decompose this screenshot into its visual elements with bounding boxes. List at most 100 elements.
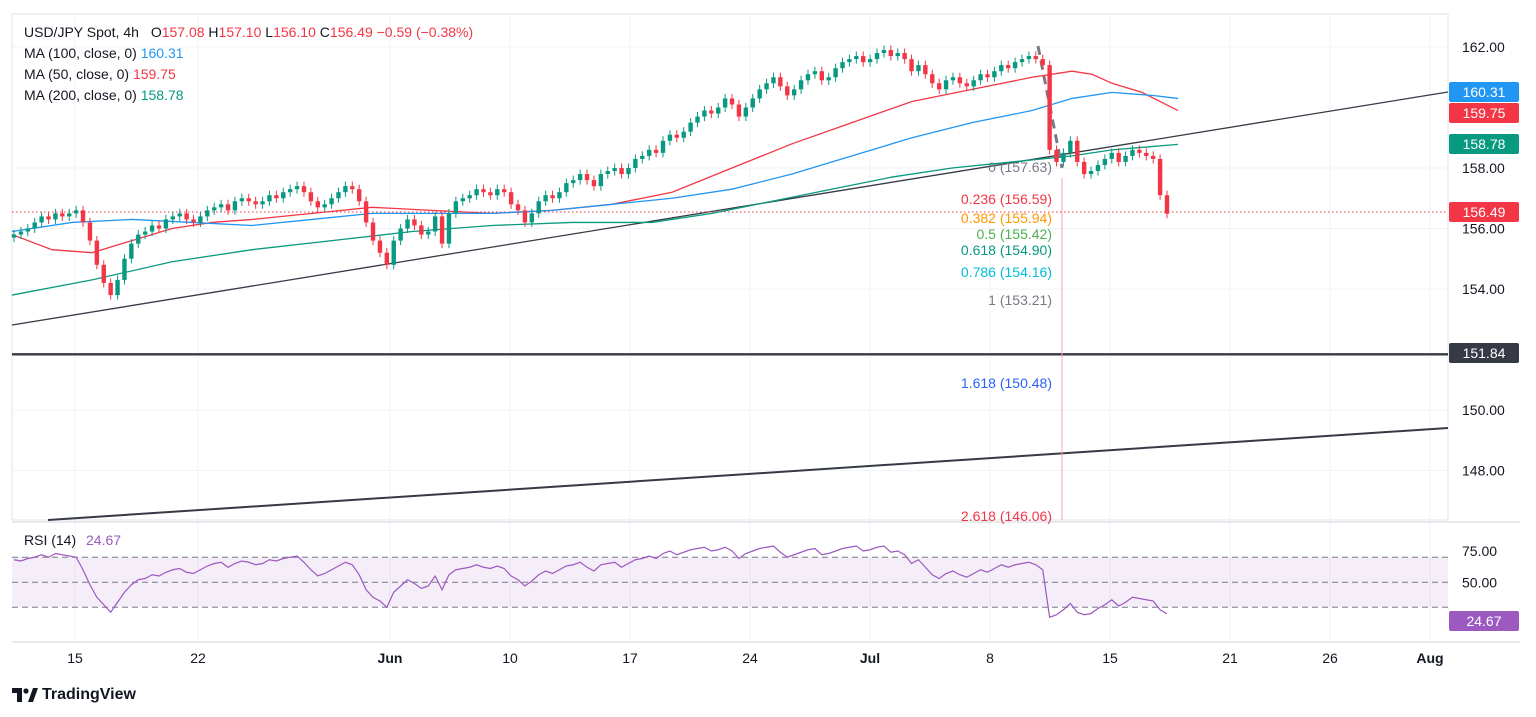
candle-body [508,192,514,205]
candle-body [294,186,300,190]
time-tick-label: 8 [986,650,994,666]
candle-body [281,192,286,199]
candle-body [867,59,873,63]
candle-body [536,201,541,214]
fib-level-label: 0.618 (154.90) [961,242,1052,258]
candle-body [660,140,666,153]
candle-body [902,53,907,60]
candle-body [805,74,811,81]
time-tick-label: Aug [1416,650,1443,666]
candle-body [212,207,217,211]
candle-body [653,149,659,153]
candle-body [564,183,569,193]
candle-body [778,77,783,87]
candle-body [1047,65,1052,150]
candle-body [1026,56,1032,60]
tradingview-logo[interactable]: TradingView [12,686,136,704]
rsi-label: RSI (14) [24,532,77,548]
ma-line-ma100 [11,91,1179,233]
candle-body [46,216,51,220]
candle-body [812,71,818,75]
fib-level-label: 0.236 (156.59) [961,191,1052,207]
candle-body [253,201,258,205]
candle-body [598,174,604,187]
candle-body [543,195,548,202]
candle-body [943,80,949,90]
candle-body [847,59,852,63]
candle-body [405,219,410,229]
candle-body [419,225,424,235]
candle-body [1088,171,1094,175]
ma200-row[interactable]: MA (200, close, 0) 158.78 [24,85,473,106]
candle-body [481,189,486,193]
candle-body [833,68,838,78]
candle-body [557,192,562,199]
price-tick-label: 148.00 [1462,463,1505,479]
candle-body [232,201,238,211]
candle-body [53,213,58,220]
candle-body [930,74,935,84]
candle-body [156,225,162,229]
close-label: C [319,24,330,40]
candle-body [881,50,887,54]
candle-body [301,186,307,193]
candle-body [239,198,245,202]
candle-body [501,189,507,193]
rsi-line [13,545,1168,619]
candle-body [950,77,956,81]
open-label: O [150,24,162,40]
ma200-value: 158.78 [140,87,184,103]
candle-body [115,279,120,296]
candle-body [550,195,555,199]
candle-body [18,231,24,235]
candle-body [646,149,652,156]
time-tick-label: Jul [860,650,880,666]
candle-body [971,80,976,87]
time-tick-label: 22 [190,650,206,666]
candle-body [1150,155,1156,159]
candle-body [750,98,755,108]
candle-body [1157,158,1163,196]
candle-body [1109,152,1114,159]
ma100-row[interactable]: MA (100, close, 0) 160.31 [24,43,473,64]
candle-body [667,134,673,141]
candle-body [695,116,700,123]
candle-body [67,213,72,217]
candle-body [709,110,714,114]
candle-body [1130,149,1135,156]
candle-body [467,195,472,199]
candle-body [1012,62,1018,69]
chart-legend: USD/JPY Spot, 4h O157.08 H157.10 L156.10… [24,22,473,106]
candle-body [529,213,535,223]
candle-body [184,213,189,220]
candle-body [25,228,31,232]
price-badge [1449,343,1519,363]
candle-body [674,134,680,138]
candle-body [1144,152,1149,156]
candle-body [681,131,686,138]
rsi-legend[interactable]: RSI (14) 24.67 [24,532,121,548]
candle-body [412,219,417,226]
price-pane-frame [11,13,1449,521]
ohlc-row: USD/JPY Spot, 4h O157.08 H157.10 L156.10… [24,22,473,43]
candle-body [591,180,597,187]
time-tick-label: 24 [742,650,758,666]
ma50-row[interactable]: MA (50, close, 0) 159.75 [24,64,473,85]
fib-level-label: 0.786 (154.16) [961,264,1052,280]
candle-body [446,213,452,244]
price-tick-label: 154.00 [1462,281,1505,297]
symbol-label[interactable]: USD/JPY Spot, 4h [24,24,139,40]
rsi-badge-label: 24.67 [1466,613,1501,629]
candle-body [888,50,894,57]
candle-body [336,192,341,199]
candle-body [177,213,182,217]
price-badge [1449,103,1519,123]
close-value: 156.49 [329,24,373,40]
candle-body [1075,140,1080,162]
upper-trendline [11,91,1449,326]
candle-body [999,65,1004,72]
candle-body [1095,164,1101,172]
candle-body [60,213,65,217]
candle-body [826,77,831,81]
